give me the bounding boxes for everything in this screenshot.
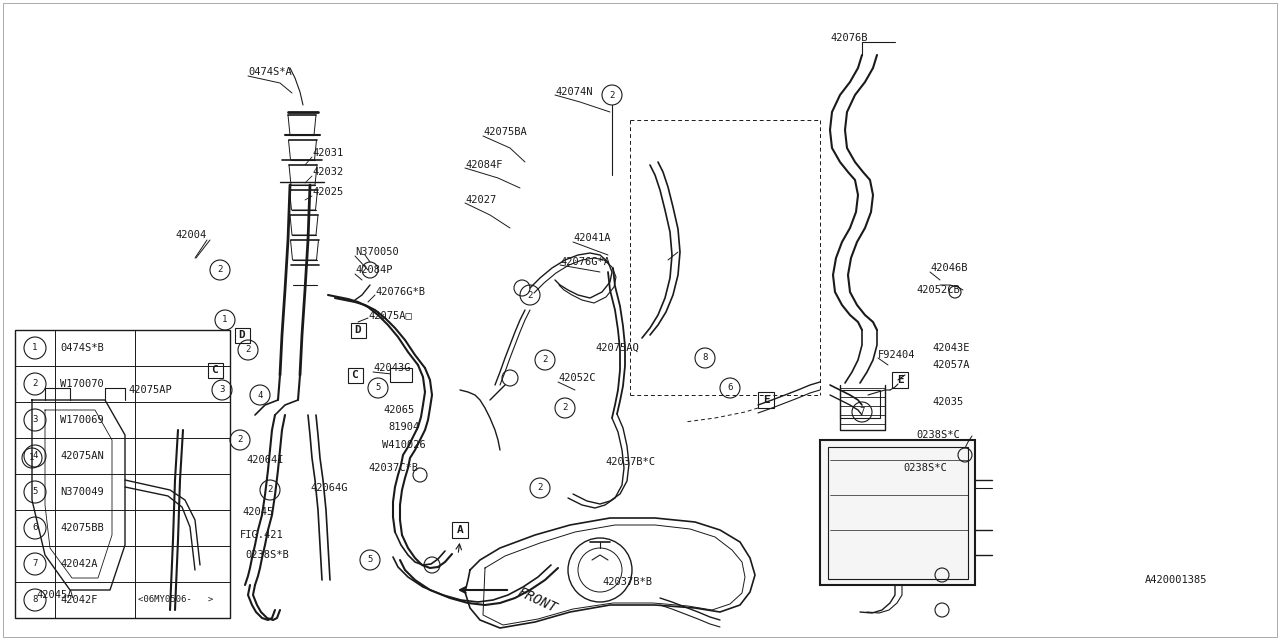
Text: 81904: 81904 xyxy=(388,422,420,432)
Bar xyxy=(452,522,468,538)
Text: 42032: 42032 xyxy=(312,167,343,177)
Text: FIG.421: FIG.421 xyxy=(241,530,284,540)
Text: 6: 6 xyxy=(727,383,732,392)
Text: W410026: W410026 xyxy=(381,440,426,450)
Text: 2: 2 xyxy=(246,346,251,355)
Text: 42075A□: 42075A□ xyxy=(369,310,412,320)
Text: 42041A: 42041A xyxy=(573,233,611,243)
Text: 42074N: 42074N xyxy=(556,87,593,97)
Text: 42042A: 42042A xyxy=(60,559,97,569)
Bar xyxy=(15,330,230,618)
Text: 42052C: 42052C xyxy=(558,373,595,383)
Text: 42064I: 42064I xyxy=(246,455,283,465)
Text: 0238S*B: 0238S*B xyxy=(244,550,289,560)
Text: 42075AQ: 42075AQ xyxy=(595,343,639,353)
Bar xyxy=(390,368,412,382)
Text: 42046B: 42046B xyxy=(931,263,968,273)
Text: 1: 1 xyxy=(223,316,228,324)
Bar xyxy=(828,447,968,579)
Text: 4: 4 xyxy=(32,451,37,461)
Text: 42076G*B: 42076G*B xyxy=(375,287,425,297)
Text: 1: 1 xyxy=(29,454,35,463)
Text: E: E xyxy=(896,375,904,385)
Bar xyxy=(840,390,881,418)
Text: D: D xyxy=(238,330,246,340)
Text: N370049: N370049 xyxy=(60,487,104,497)
Text: 42084F: 42084F xyxy=(465,160,503,170)
Bar xyxy=(351,323,366,337)
Bar xyxy=(207,362,223,378)
Text: 42064G: 42064G xyxy=(310,483,347,493)
Text: 7: 7 xyxy=(859,408,865,417)
Text: 7: 7 xyxy=(32,559,37,568)
Text: 42045: 42045 xyxy=(242,507,273,517)
Text: 2: 2 xyxy=(268,486,273,495)
Bar xyxy=(234,328,250,342)
Text: 2: 2 xyxy=(543,355,548,365)
Text: 42042F: 42042F xyxy=(60,595,97,605)
Text: 42037B*B: 42037B*B xyxy=(602,577,652,587)
Text: 42037C*B: 42037C*B xyxy=(369,463,419,473)
Text: 42065: 42065 xyxy=(383,405,415,415)
Text: 42004: 42004 xyxy=(175,230,206,240)
Text: 42057A: 42057A xyxy=(932,360,969,370)
Text: FRONT: FRONT xyxy=(515,585,559,615)
Text: 4: 4 xyxy=(257,390,262,399)
Text: 3: 3 xyxy=(219,385,225,394)
Text: 2: 2 xyxy=(32,380,37,388)
Text: N370050: N370050 xyxy=(355,247,399,257)
Text: 42045A: 42045A xyxy=(36,590,73,600)
Text: F92404: F92404 xyxy=(878,350,915,360)
Bar xyxy=(347,367,362,383)
Text: 2: 2 xyxy=(609,90,614,99)
Text: 3: 3 xyxy=(32,415,37,424)
Text: A420001385: A420001385 xyxy=(1146,575,1207,585)
Text: 42031: 42031 xyxy=(312,148,343,158)
Text: E: E xyxy=(763,395,769,405)
Text: 1: 1 xyxy=(32,344,37,353)
Text: 2: 2 xyxy=(562,403,568,413)
Text: 2: 2 xyxy=(237,435,243,445)
Text: 42025: 42025 xyxy=(312,187,343,197)
Text: 0238S*C: 0238S*C xyxy=(916,430,960,440)
Text: A: A xyxy=(457,525,463,535)
Text: W170070: W170070 xyxy=(60,379,104,389)
Text: 42075BB: 42075BB xyxy=(60,523,104,533)
Text: 42075AN: 42075AN xyxy=(60,451,104,461)
Text: 42035: 42035 xyxy=(932,397,964,407)
Text: 42076B: 42076B xyxy=(829,33,868,43)
Text: 5: 5 xyxy=(375,383,380,392)
Text: 8: 8 xyxy=(32,595,37,605)
Text: 2: 2 xyxy=(218,266,223,275)
Bar xyxy=(820,440,975,585)
Text: 0474S*B: 0474S*B xyxy=(60,343,104,353)
Text: 42075AP: 42075AP xyxy=(128,385,172,395)
Bar xyxy=(758,392,774,408)
Text: 42076G*A: 42076G*A xyxy=(561,257,611,267)
Text: 6: 6 xyxy=(32,524,37,532)
Text: C: C xyxy=(352,370,358,380)
Text: 42037B*C: 42037B*C xyxy=(605,457,655,467)
Text: 2: 2 xyxy=(538,483,543,493)
Text: 5: 5 xyxy=(32,488,37,497)
Text: 42043G: 42043G xyxy=(372,363,411,373)
Bar xyxy=(892,372,908,388)
Text: W170069: W170069 xyxy=(60,415,104,425)
Text: 42084P: 42084P xyxy=(355,265,393,275)
Text: 0474S*A: 0474S*A xyxy=(248,67,292,77)
Text: 42027: 42027 xyxy=(465,195,497,205)
Text: 0238S*C: 0238S*C xyxy=(902,463,947,473)
Text: 8: 8 xyxy=(703,353,708,362)
Text: 42052CB: 42052CB xyxy=(916,285,960,295)
Text: <06MY0506-   >: <06MY0506- > xyxy=(138,595,214,605)
Text: 2: 2 xyxy=(527,291,532,300)
Text: 42075BA: 42075BA xyxy=(483,127,527,137)
Text: C: C xyxy=(211,365,219,375)
Text: 5: 5 xyxy=(367,556,372,564)
Text: D: D xyxy=(355,325,361,335)
Text: 42043E: 42043E xyxy=(932,343,969,353)
